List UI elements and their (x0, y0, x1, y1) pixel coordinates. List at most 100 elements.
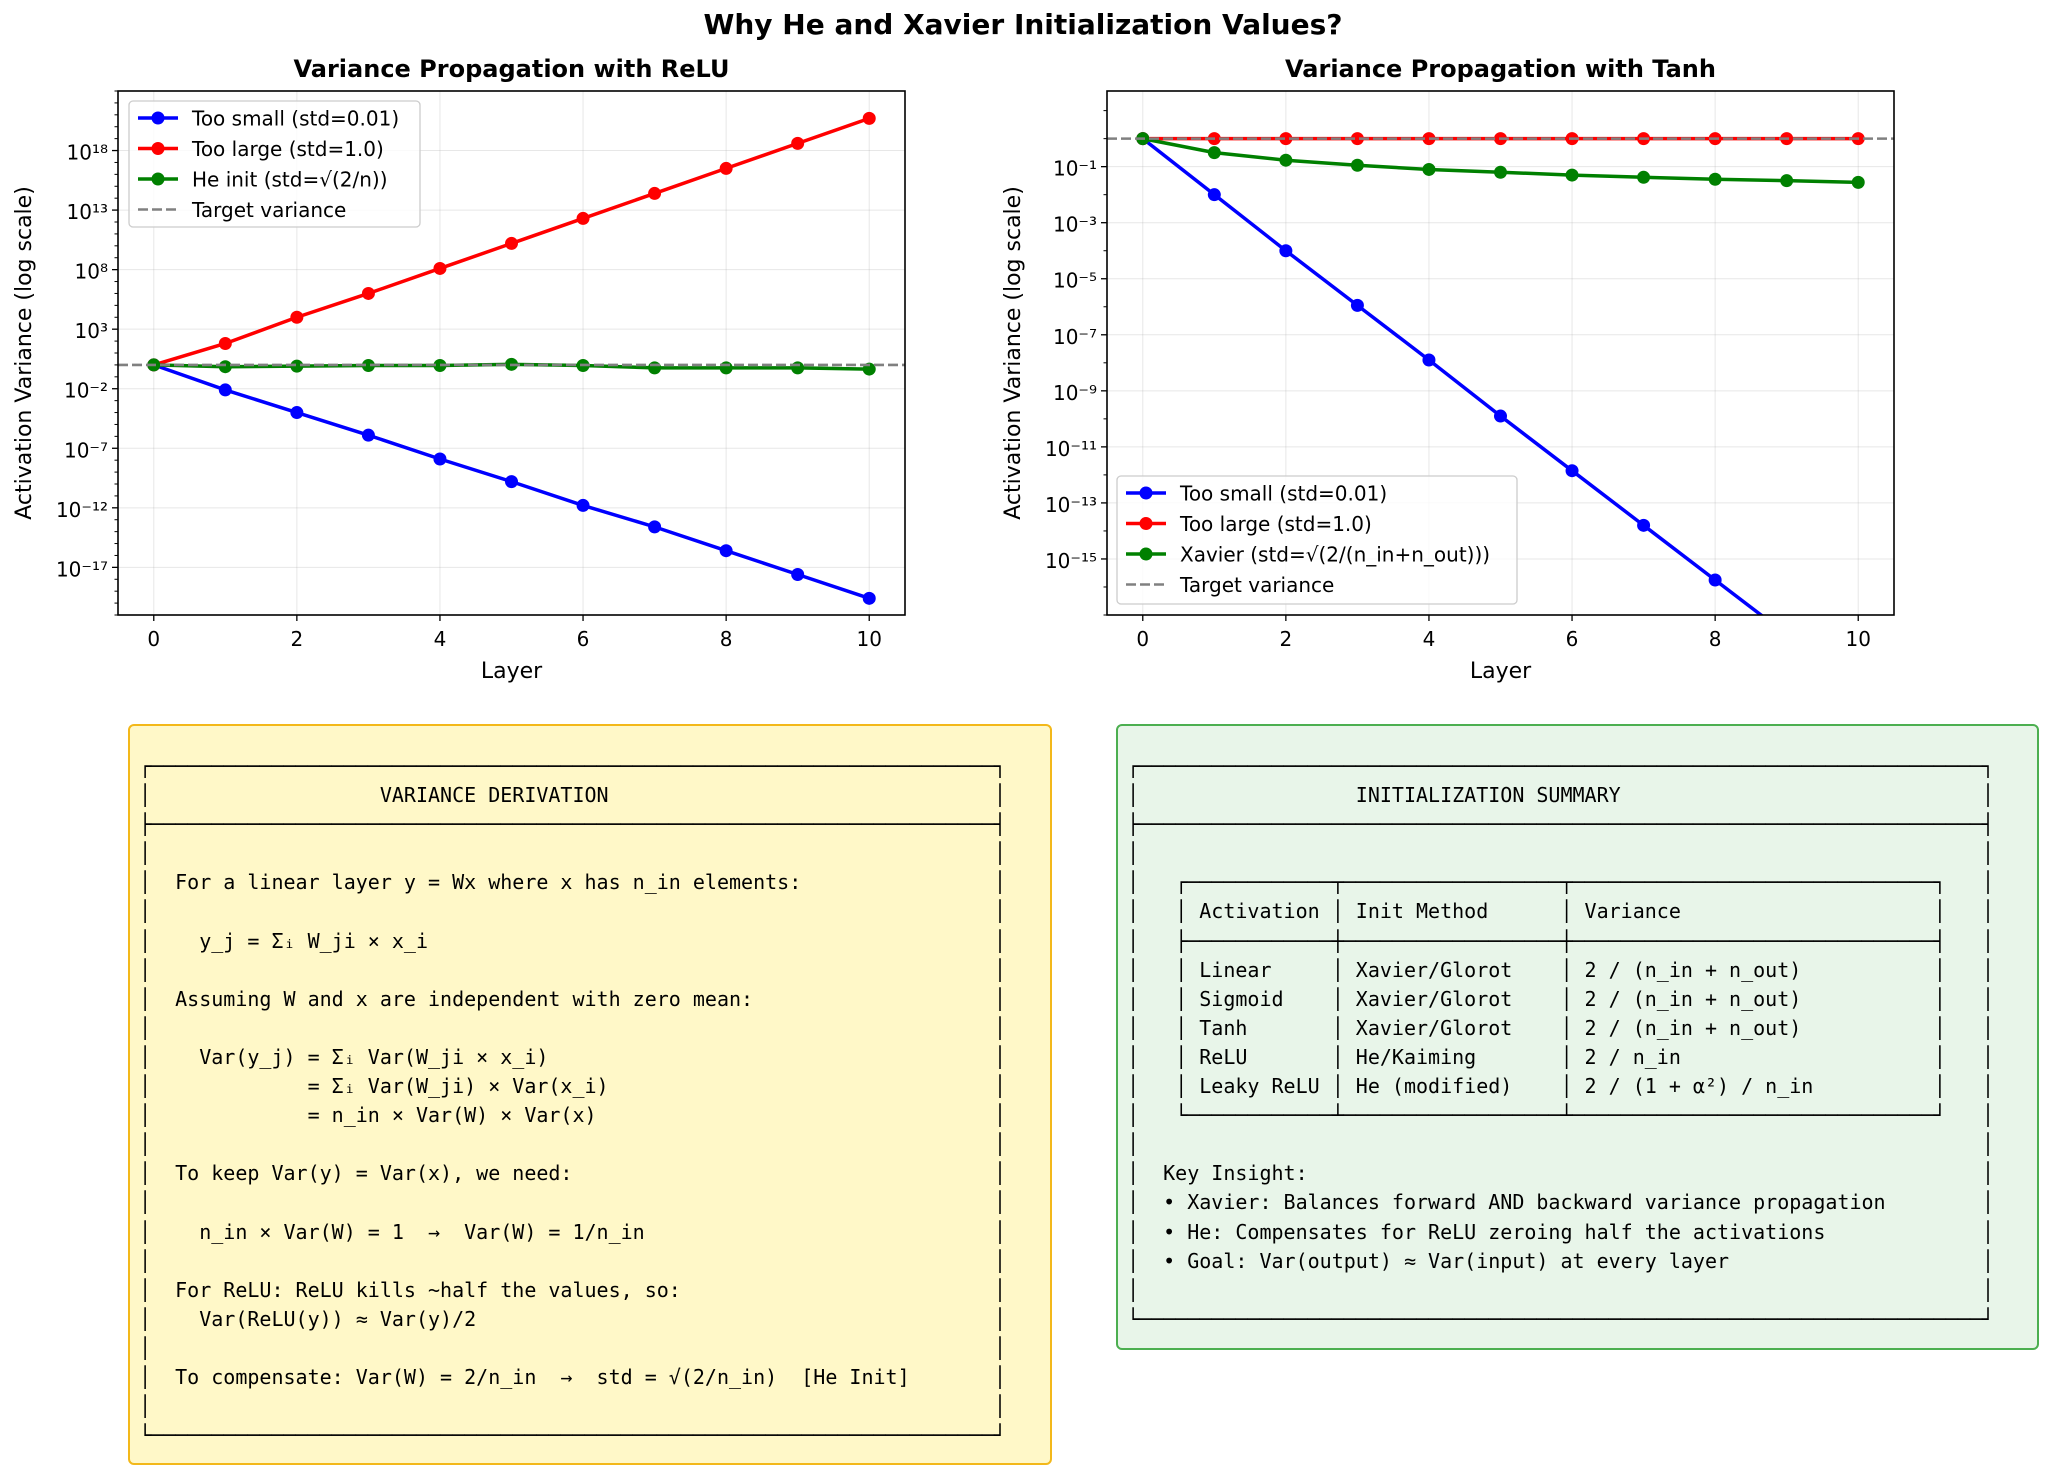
data-point (1565, 464, 1579, 478)
data-point (290, 406, 304, 420)
data-point (1279, 244, 1293, 258)
legend-entry: Too small (std=0.01) (1126, 482, 1387, 506)
x-tick-label: 0 (147, 627, 160, 651)
data-point (1350, 298, 1364, 312)
legend-label: Xavier (std=√(2/(n_in+n_out))) (1180, 543, 1490, 567)
legend-entry: He init (std=√(2/n)) (138, 168, 388, 192)
legend-entry: Too small (std=0.01) (138, 107, 399, 131)
legend-entry: Xavier (std=√(2/(n_in+n_out))) (1126, 543, 1490, 567)
legend-marker (151, 172, 165, 186)
data-point (1350, 132, 1364, 146)
series-Too small (std=0.01) (1136, 132, 1764, 615)
y-tick-label: 10¹³ (67, 200, 108, 224)
legend-label: Target variance (1179, 573, 1334, 597)
data-point (290, 359, 304, 373)
y-tick-label: 10⁻¹¹ (1045, 437, 1097, 461)
plot-frame (1106, 90, 1895, 616)
y-tick-label: 10⁻¹⁵ (1045, 549, 1097, 573)
legend-marker (151, 142, 165, 155)
legend-marker (1139, 486, 1153, 500)
series-Too small (std=0.01) (147, 358, 876, 605)
data-point (361, 359, 375, 373)
x-tick-label: 6 (577, 627, 590, 651)
y-axis-label: Activation Variance (log scale) (12, 186, 37, 520)
data-point (648, 520, 662, 534)
data-point (218, 336, 232, 350)
data-point (505, 475, 518, 489)
data-point (290, 310, 304, 324)
figure-title: Why He and Xavier Initialization Values? (703, 8, 1343, 41)
data-point (361, 428, 375, 442)
data-point (719, 544, 733, 558)
y-tick-label: 10⁻⁵ (1053, 269, 1097, 293)
y-tick-label: 10⁸ (75, 260, 108, 284)
y-tick-label: 10⁻¹² (56, 498, 108, 522)
x-tick-label: 4 (434, 627, 447, 651)
variance-derivation-text: ┌───────────────────────────────────────… (139, 754, 1006, 1448)
y-tick-label: 10⁻¹⁷ (56, 557, 108, 581)
legend-label: He init (std=√(2/n)) (192, 168, 388, 192)
y-axis-label: Activation Variance (log scale) (1001, 186, 1026, 520)
legend-marker (1139, 517, 1153, 530)
x-axis-label: Layer (481, 659, 543, 684)
data-point (218, 383, 232, 397)
data-point (1422, 132, 1436, 146)
data-point (1207, 188, 1221, 202)
legend-entry: Target variance (138, 198, 346, 222)
chart-title: Variance Propagation with ReLU (294, 55, 730, 83)
data-point (1708, 573, 1722, 587)
legend-marker (1139, 547, 1153, 561)
x-tick-label: 4 (1423, 627, 1436, 651)
tanh-variance-chart: 0 2 4 6 8 10 10⁻¹⁵ 10⁻¹³ 10⁻¹¹ 10⁻⁹ 10⁻⁷ 10⁻⁵ 10⁻³ 10… (1001, 55, 1895, 684)
x-tick-label: 10 (1846, 627, 1871, 651)
data-point (1780, 174, 1794, 188)
y-tick-label: 10³ (75, 319, 108, 343)
data-point (1494, 409, 1507, 423)
x-tick-label: 0 (1136, 627, 1149, 651)
legend-label: Too large (std=1.0) (1179, 512, 1372, 536)
data-point (648, 186, 662, 200)
legend-entry: Too large (std=1.0) (1126, 512, 1372, 536)
data-point (862, 591, 876, 605)
y-tick-label: 10¹⁸ (67, 141, 108, 165)
y-tick-label: 10⁻¹³ (1045, 493, 1097, 517)
data-point (1637, 170, 1651, 184)
data-point (361, 286, 375, 300)
legend-box (128, 100, 421, 228)
legend: Too small (std=0.01) Too large (std=1.0) X… (1116, 475, 1518, 605)
data-point (1279, 132, 1293, 146)
y-tick-label: 10⁻³ (1053, 213, 1097, 237)
x-tick-label: 10 (857, 627, 882, 651)
data-point (576, 498, 590, 512)
y-tick-label: 10⁻¹ (1053, 157, 1097, 181)
legend-label: Too small (std=0.01) (191, 107, 399, 131)
data-point (1637, 518, 1651, 532)
grid (118, 91, 905, 615)
data-point (1422, 162, 1436, 176)
data-point (505, 236, 518, 250)
legend-marker (151, 111, 165, 125)
initialization-summary-panel: ┌───────────────────────────────────────… (1116, 724, 2039, 1350)
legend-entry: Target variance (1126, 573, 1334, 597)
y-tick-label: 10⁻⁷ (64, 438, 108, 462)
data-point (862, 111, 876, 125)
data-point (433, 359, 447, 373)
x-tick-label: 2 (290, 627, 303, 651)
x-tick-label: 8 (1709, 627, 1722, 651)
relu-variance-chart: 0 2 4 6 8 10 10⁻¹⁷ 10⁻¹² 10⁻⁷ 10⁻² 10³ 10⁸ 10¹³ 10¹⁸ V… (12, 55, 906, 684)
y-tick-label: 10⁻⁹ (1053, 381, 1097, 405)
data-point (1708, 172, 1722, 186)
y-tick-label: 10⁻⁷ (1053, 325, 1097, 349)
legend-label: Too small (std=0.01) (1179, 482, 1387, 506)
chart-title: Variance Propagation with Tanh (1285, 55, 1716, 83)
data-point (791, 136, 805, 150)
data-point (433, 261, 447, 275)
data-point (791, 568, 805, 582)
data-point (1279, 153, 1293, 167)
legend-box (1116, 475, 1518, 605)
legend: Too small (std=0.01) Too large (std=1.0) H… (128, 100, 421, 228)
y-tick-label: 10⁻² (64, 379, 108, 403)
data-point (1494, 165, 1507, 179)
data-point (576, 211, 590, 225)
data-point (1422, 353, 1436, 367)
